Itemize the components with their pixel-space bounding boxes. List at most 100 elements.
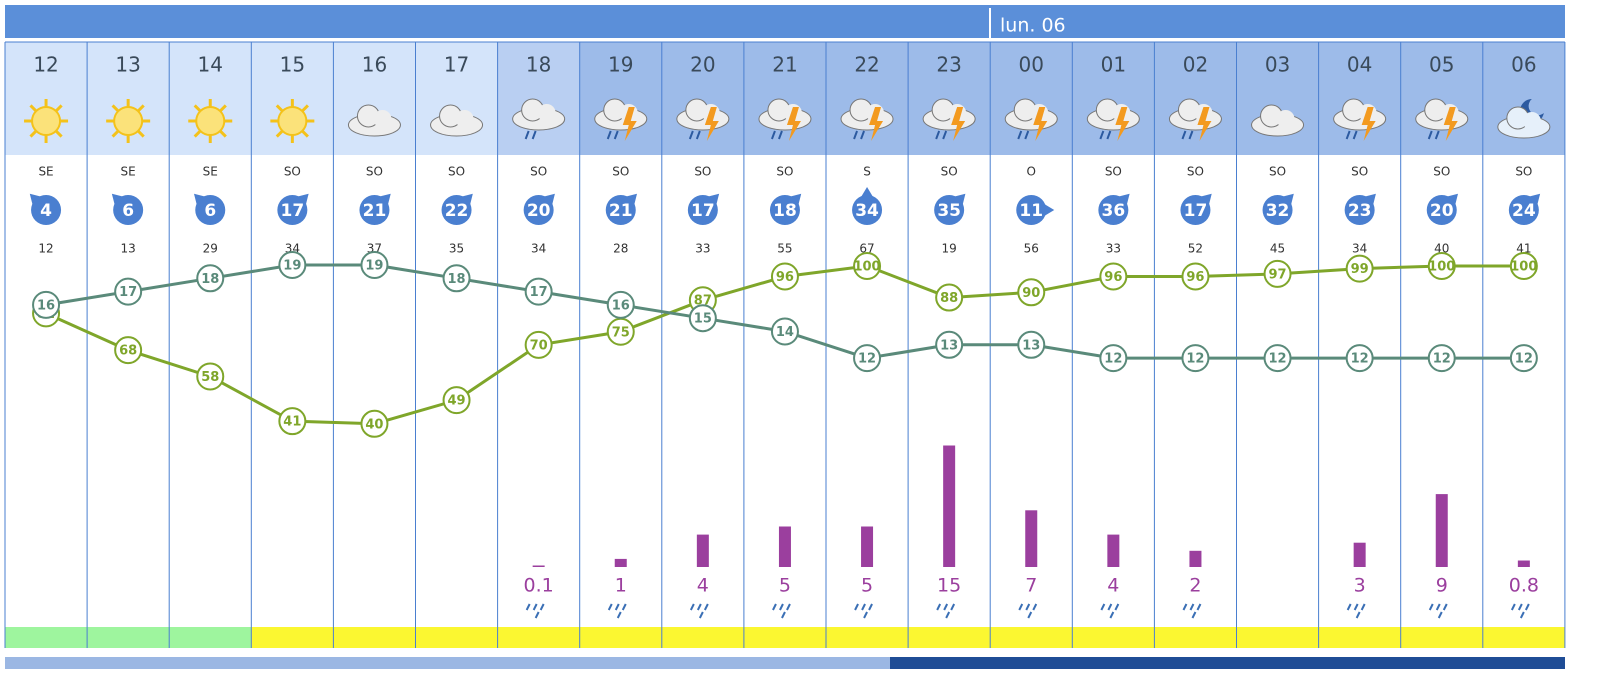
wind-circle bbox=[769, 195, 800, 225]
hour: 20 bbox=[690, 53, 715, 77]
temperature-label: 12 bbox=[1269, 352, 1287, 367]
humidity-point bbox=[1509, 252, 1538, 280]
gust: 33 bbox=[695, 242, 710, 256]
scroll-track[interactable] bbox=[5, 657, 890, 669]
humidity-label: 96 bbox=[1186, 270, 1204, 285]
wind-direction: SO bbox=[1515, 165, 1532, 179]
hour: 19 bbox=[608, 53, 633, 77]
gust: 12 bbox=[38, 242, 53, 256]
rain-label: 4 bbox=[697, 575, 709, 597]
humidity-point bbox=[853, 252, 882, 280]
rain-bar bbox=[861, 526, 874, 567]
lightning bbox=[1033, 107, 1048, 141]
rain-icon bbox=[1018, 603, 1038, 619]
temperature-point bbox=[770, 317, 799, 346]
humidity-label: 40 bbox=[365, 417, 383, 432]
hour-cell bbox=[990, 42, 1073, 155]
scroll-thumb[interactable] bbox=[890, 657, 1565, 669]
humidity-point bbox=[1263, 259, 1292, 288]
rain-bar bbox=[1107, 534, 1120, 567]
rain-drop bbox=[1017, 130, 1030, 140]
rain-icon bbox=[525, 603, 545, 619]
humidity-label: 68 bbox=[119, 344, 137, 359]
humidity-point bbox=[935, 283, 964, 312]
hour: 17 bbox=[444, 53, 469, 77]
weather-icon bbox=[1415, 98, 1469, 141]
rain-label: 3 bbox=[1354, 575, 1366, 597]
sun bbox=[113, 106, 144, 136]
rain-bar bbox=[1353, 542, 1366, 567]
comfort-cell bbox=[1482, 627, 1565, 648]
wind-speed: 17 bbox=[691, 201, 715, 221]
humidity-label: 100 bbox=[1428, 260, 1455, 275]
rain-bar bbox=[943, 445, 956, 567]
temperature-label: 15 bbox=[694, 312, 712, 327]
hour-cell bbox=[1072, 42, 1155, 155]
cloud bbox=[455, 110, 474, 128]
comfort-cell bbox=[743, 627, 826, 648]
temperature-point bbox=[1509, 344, 1538, 373]
weather-icon bbox=[512, 98, 566, 140]
wind-speed: 34 bbox=[855, 201, 879, 221]
humidity-label: 100 bbox=[1510, 260, 1537, 275]
hour: 22 bbox=[854, 53, 879, 77]
rain-icon bbox=[607, 603, 627, 619]
rain-drop bbox=[1099, 130, 1112, 140]
wind-circle bbox=[441, 195, 472, 225]
temperature-point bbox=[1181, 344, 1210, 373]
wind-circle bbox=[1180, 195, 1211, 225]
humidity-point bbox=[1181, 262, 1210, 291]
temperature-label: 13 bbox=[1022, 338, 1040, 353]
wind-direction: SO bbox=[941, 165, 958, 179]
hour: 05 bbox=[1429, 53, 1454, 77]
humidity-point bbox=[770, 262, 799, 291]
rain-icon bbox=[1428, 603, 1448, 619]
wind-circle bbox=[1098, 195, 1129, 225]
wind-speed: 17 bbox=[1184, 201, 1208, 221]
rain-bar bbox=[614, 558, 627, 567]
wind-arrow bbox=[1118, 193, 1130, 206]
wind-speed: 24 bbox=[1512, 201, 1536, 221]
humidity-point bbox=[114, 336, 143, 365]
temperature-point bbox=[1345, 344, 1374, 373]
hour: 21 bbox=[772, 53, 797, 77]
comfort-cell bbox=[1400, 627, 1483, 648]
hour: 04 bbox=[1347, 53, 1372, 77]
wind-speed: 22 bbox=[445, 201, 469, 221]
humidity-label: 100 bbox=[853, 260, 880, 275]
weather-icon bbox=[1333, 98, 1387, 141]
rain-icon bbox=[1182, 603, 1202, 619]
temperature-point bbox=[606, 290, 635, 319]
hour-cell bbox=[743, 42, 826, 155]
wind-direction: SO bbox=[530, 165, 547, 179]
hour: 00 bbox=[1019, 53, 1044, 77]
gust: 34 bbox=[1352, 242, 1367, 256]
temperature-point bbox=[935, 330, 964, 359]
wind-direction: SE bbox=[203, 165, 218, 179]
wind-direction: SO bbox=[1269, 165, 1286, 179]
hour-cell bbox=[908, 42, 991, 155]
wind-speed: 17 bbox=[281, 201, 305, 221]
lightning bbox=[622, 107, 637, 141]
lightning bbox=[1115, 107, 1130, 141]
wind-direction: SO bbox=[612, 165, 629, 179]
temperature-point bbox=[1099, 344, 1128, 373]
wind-circle bbox=[113, 195, 144, 225]
gust: 45 bbox=[1270, 242, 1285, 256]
weather-icon bbox=[758, 98, 812, 141]
rain-label: 0.1 bbox=[524, 575, 554, 597]
wind-circle bbox=[934, 195, 965, 225]
wind-speed: 21 bbox=[609, 201, 633, 221]
humidity-point bbox=[1017, 278, 1046, 307]
wind-circle bbox=[1508, 195, 1539, 225]
weather-icon bbox=[1168, 98, 1222, 141]
gust: 34 bbox=[531, 242, 546, 256]
wind-direction: SO bbox=[1105, 165, 1122, 179]
hour: 13 bbox=[115, 53, 140, 77]
comfort-cell bbox=[826, 627, 909, 648]
humidity-label: 87 bbox=[694, 294, 712, 309]
weather-icon bbox=[840, 98, 894, 141]
wind-circle bbox=[195, 195, 226, 225]
rain-bar bbox=[532, 565, 545, 567]
wind-circle bbox=[1262, 195, 1293, 225]
